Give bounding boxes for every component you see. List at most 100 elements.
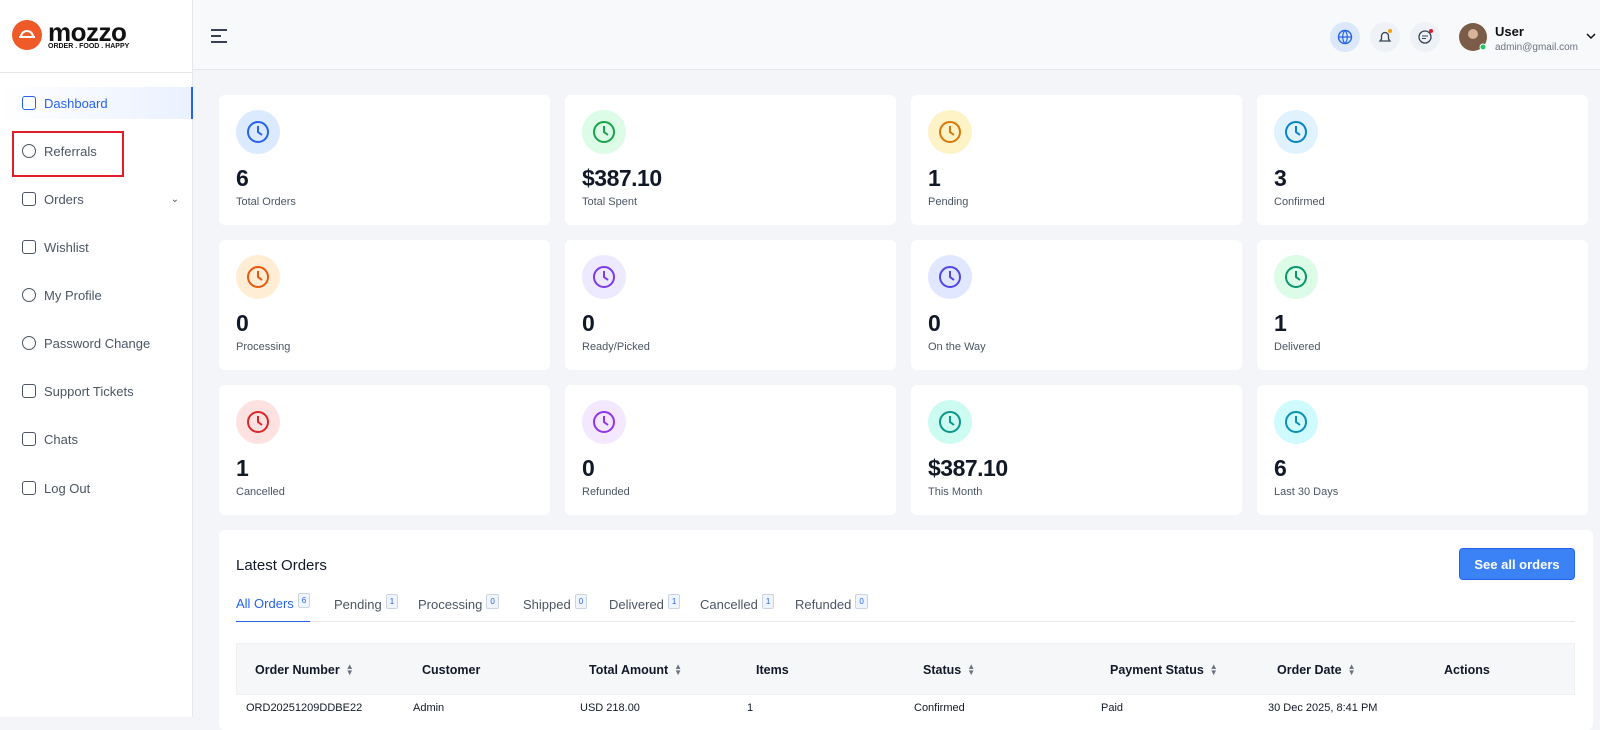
order-tab[interactable]: Processing 0 [418,586,499,622]
nav-label: Dashboard [44,95,108,111]
user-email: admin@gmail.com [1495,42,1578,53]
nav-label: Wishlist [44,239,89,255]
tab-label: Processing [418,596,483,612]
nav-label: Orders [44,191,84,207]
stat-icon [928,255,972,299]
nav-item[interactable]: Password Change [0,327,193,359]
column-label: Status [923,663,962,677]
tab-count: 1 [761,593,775,609]
column-header[interactable]: Total Amount ▲ ▼ [589,663,682,678]
user-menu-chevron[interactable] [1586,32,1596,40]
brand-logo [12,20,42,50]
panel-title: Latest Orders [236,557,327,574]
nav-item[interactable]: Chats [0,423,193,455]
column-label: Actions [1444,663,1490,677]
nav-item[interactable]: Support Tickets [0,375,193,407]
stat-label: Total Spent [582,196,638,208]
stat-value: 6 [236,165,249,191]
stat-card: 1 Delivered [1257,240,1588,370]
stat-label: Refunded [582,486,630,498]
stat-icon [1274,110,1318,154]
order-tab[interactable]: Cancelled 1 [700,586,775,622]
nav-item[interactable]: My Profile [0,279,193,311]
stat-icon [1274,400,1318,444]
user-avatar[interactable] [1458,22,1488,52]
stat-label: Pending [928,196,969,208]
tab-count: 6 [297,593,311,608]
nav-icon [22,144,36,158]
column-header[interactable]: Order Date ▲ ▼ [1277,662,1356,678]
stat-label: Processing [236,341,291,353]
stat-value: 3 [1274,165,1287,191]
tab-label: Shipped [523,596,571,612]
nav-icon [22,288,36,302]
sort-icon: ▲ ▼ [967,662,976,677]
order-tab[interactable]: All Orders 6 [236,586,311,622]
stat-icon [928,110,972,154]
highlight-box [12,131,124,177]
stat-card: 0 Ready/Picked [565,240,896,370]
column-header: Actions [1444,663,1490,677]
column-header: Customer [422,663,480,677]
nav-item[interactable]: Log Out [0,472,193,504]
stat-icon [582,255,626,299]
stat-label: Cancelled [236,486,285,498]
stat-card: 1 Cancelled [219,385,550,515]
order-tabs: All Orders 6 Pending 1 Processing 0 Shipped 0 De… [236,586,1575,622]
nav-label: Chats [44,431,78,447]
sort-icon: ▲ ▼ [345,662,354,677]
tab-label: Refunded [795,596,852,612]
nav-icon [22,384,36,398]
tab-count: 0 [486,593,499,609]
column-label: Payment Status [1110,663,1204,677]
nav-item[interactable]: Wishlist [0,231,193,263]
nav-icon [22,192,36,206]
nav-item[interactable]: Referrals [0,135,193,167]
nav-label: Support Tickets [44,383,134,399]
nav-item[interactable]: Orders ⌄ [0,183,193,215]
table-cell: ORD20251209DDBE22 [246,702,363,714]
nav-icon [22,240,36,254]
tab-label: Delivered [609,596,664,612]
stat-icon [236,400,280,444]
stat-icon [236,110,280,154]
nav-item[interactable]: Dashboard [0,87,193,119]
tab-label: Pending [334,596,382,612]
stat-card: $387.10 This Month [911,385,1242,515]
column-header[interactable]: Payment Status ▲ ▼ [1110,663,1218,678]
tab-count: 0 [574,593,588,609]
stat-icon [582,110,626,154]
divider [0,72,192,73]
stat-value: 0 [928,310,941,336]
stat-icon [236,255,280,299]
order-tab[interactable]: Pending 1 [334,586,399,622]
stat-label: Total Orders [236,196,296,208]
menu-toggle[interactable] [210,28,228,44]
stat-value: $387.10 [582,165,662,191]
stat-icon [1274,255,1318,299]
stat-card: 6 Total Orders [219,95,550,225]
tab-label: Cancelled [700,596,758,612]
order-tab[interactable]: Delivered 1 [609,586,681,622]
stat-value: 0 [582,310,595,336]
sort-icon: ▲ ▼ [1347,662,1356,677]
stat-value: $387.10 [928,455,1008,481]
tab-count: 1 [385,593,399,609]
language-button[interactable] [1330,22,1360,52]
column-label: Customer [422,663,481,677]
column-header[interactable]: Order Number ▲ ▼ [255,662,354,678]
notifications-button[interactable] [1370,22,1400,52]
stat-label: This Month [928,486,983,498]
stat-value: 0 [236,310,249,336]
see-all-button[interactable]: See all orders [1459,548,1575,580]
nav-label: Log Out [44,480,91,496]
order-tab[interactable]: Refunded 0 [795,586,868,622]
tab-label: All Orders [236,596,294,611]
brand[interactable]: mozzo ORDER . FOOD . HAPPY [12,19,129,50]
column-header[interactable]: Status ▲ ▼ [923,662,976,678]
messages-button[interactable] [1410,22,1440,52]
order-tab[interactable]: Shipped 0 [523,586,588,622]
nav-label: My Profile [44,287,102,303]
stat-value: 1 [1274,310,1287,336]
stat-label: On the Way [928,341,986,353]
